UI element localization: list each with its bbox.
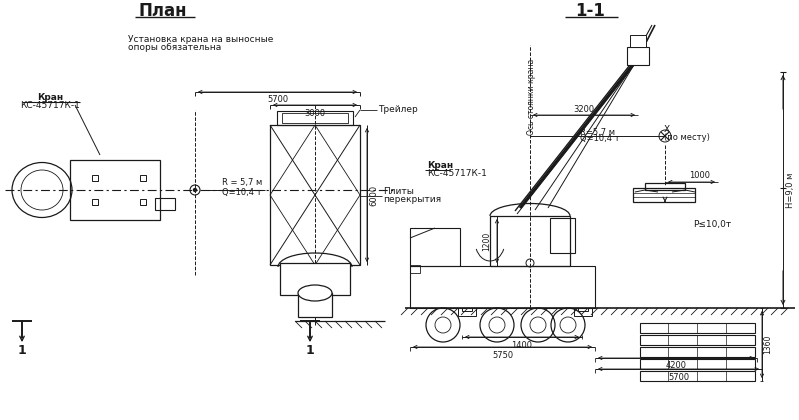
Bar bbox=[92, 175, 98, 181]
Bar bbox=[410, 228, 460, 266]
Bar bbox=[140, 175, 146, 181]
Bar bbox=[462, 308, 472, 311]
Ellipse shape bbox=[298, 285, 332, 301]
Text: Кран: Кран bbox=[427, 160, 453, 170]
Bar bbox=[640, 335, 755, 345]
Bar bbox=[282, 113, 348, 123]
Text: 6000: 6000 bbox=[369, 184, 379, 205]
Bar bbox=[458, 308, 476, 316]
Bar bbox=[578, 308, 588, 311]
Text: Кран: Кран bbox=[37, 94, 63, 102]
Text: (по месту): (по месту) bbox=[664, 134, 710, 142]
Bar bbox=[298, 293, 332, 317]
Text: 3200: 3200 bbox=[574, 105, 594, 113]
Text: опоры обязательна: опоры обязательна bbox=[128, 42, 221, 52]
Bar bbox=[92, 199, 98, 205]
Bar bbox=[640, 371, 755, 381]
Text: P≤10,0т: P≤10,0т bbox=[693, 220, 731, 229]
Text: Ось стоянки крана: Ось стоянки крана bbox=[527, 59, 536, 135]
Bar bbox=[627, 47, 649, 65]
Bar bbox=[410, 266, 595, 308]
Text: R=5,7 м: R=5,7 м bbox=[580, 128, 615, 136]
Text: КС-45717К-1: КС-45717К-1 bbox=[20, 102, 80, 110]
Text: 4200: 4200 bbox=[666, 362, 686, 370]
Text: 1: 1 bbox=[18, 344, 26, 357]
Bar bbox=[155, 198, 175, 210]
Text: Установка крана на выносные: Установка крана на выносные bbox=[128, 34, 273, 44]
Bar bbox=[574, 308, 592, 316]
Bar bbox=[70, 160, 160, 220]
Bar bbox=[490, 216, 570, 266]
Text: Плиты: Плиты bbox=[383, 187, 414, 197]
Text: План: План bbox=[139, 2, 187, 20]
Text: Q=10,4 т: Q=10,4 т bbox=[222, 187, 261, 197]
Bar bbox=[633, 188, 695, 202]
Bar bbox=[280, 263, 350, 295]
Text: Q=10,4 т: Q=10,4 т bbox=[580, 134, 620, 144]
Text: 1400: 1400 bbox=[511, 341, 532, 349]
Text: 5750: 5750 bbox=[492, 351, 513, 360]
Text: 5700: 5700 bbox=[267, 95, 288, 105]
Text: 1: 1 bbox=[306, 344, 314, 357]
Text: перекрытия: перекрытия bbox=[383, 195, 441, 205]
Text: 1360: 1360 bbox=[764, 335, 773, 354]
Bar bbox=[140, 199, 146, 205]
Bar bbox=[640, 359, 755, 369]
Text: 1-1: 1-1 bbox=[575, 2, 605, 20]
Bar bbox=[410, 265, 420, 273]
Text: X: X bbox=[664, 126, 670, 134]
Bar bbox=[270, 125, 360, 265]
Bar bbox=[640, 323, 755, 333]
Text: 1200: 1200 bbox=[483, 231, 491, 251]
Bar bbox=[277, 111, 353, 125]
Bar bbox=[640, 347, 755, 357]
Circle shape bbox=[193, 189, 197, 192]
Bar bbox=[645, 183, 685, 190]
Text: R = 5,7 м: R = 5,7 м bbox=[222, 178, 262, 187]
Text: 3000: 3000 bbox=[304, 108, 325, 118]
Text: Трейлер: Трейлер bbox=[378, 105, 418, 115]
Bar bbox=[630, 35, 646, 47]
Text: 5700: 5700 bbox=[668, 373, 689, 381]
Bar bbox=[550, 218, 575, 253]
Text: КС-45717К-1: КС-45717К-1 bbox=[427, 168, 487, 178]
Text: Н=9,0 м: Н=9,0 м bbox=[786, 172, 796, 207]
Text: 1000: 1000 bbox=[689, 171, 710, 181]
